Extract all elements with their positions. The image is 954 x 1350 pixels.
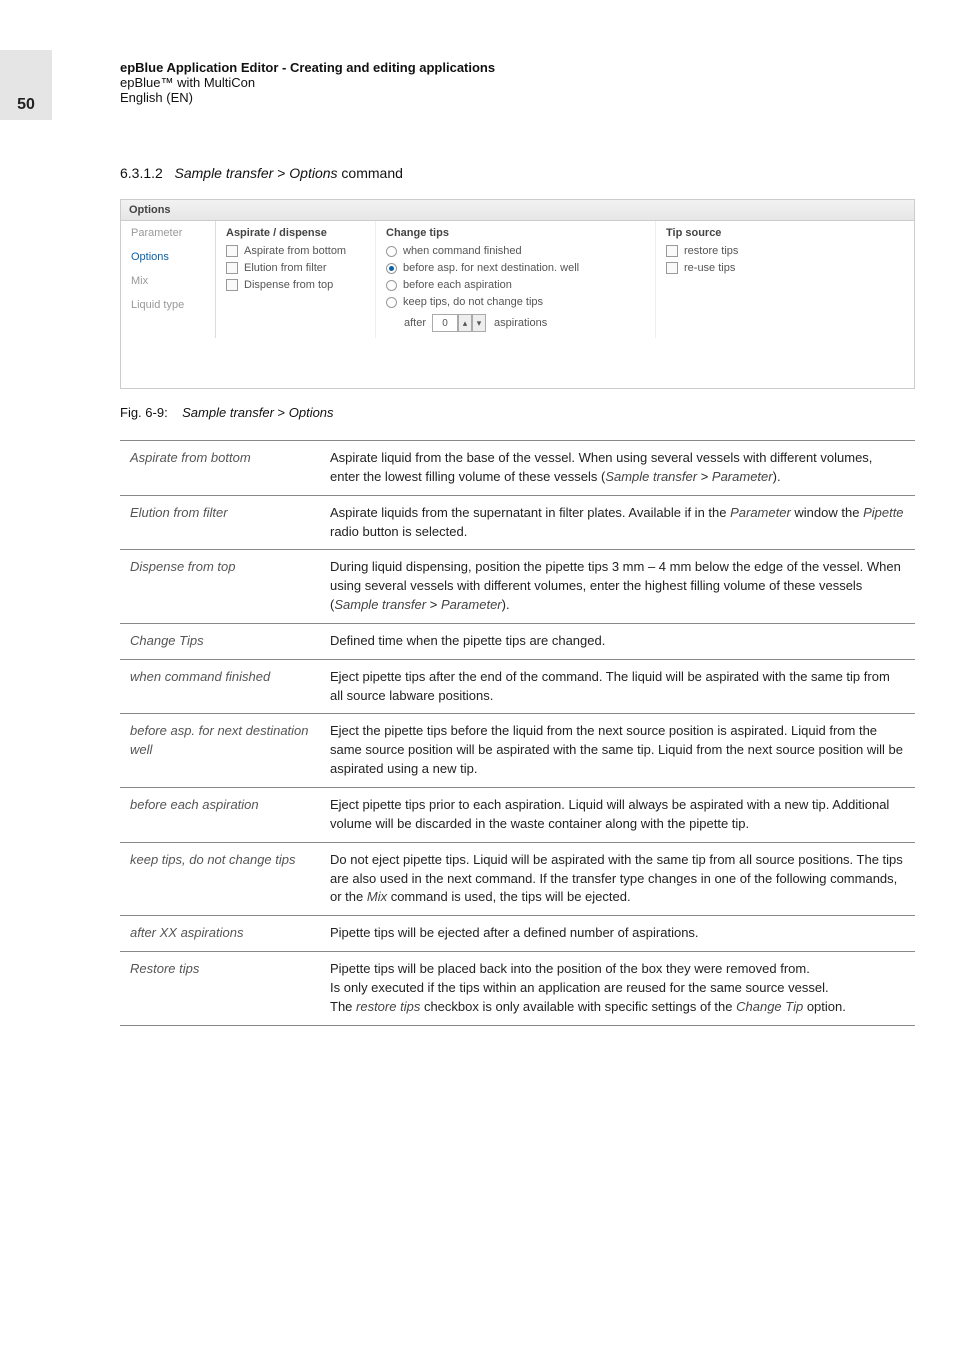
parameter-table: Aspirate from bottomAspirate liquid from… [120,440,915,1026]
section-title-part1: Sample transfer [175,165,274,181]
table-cell-right: Do not eject pipette tips. Liquid will b… [320,842,915,916]
change-tips-header: Change tips [386,227,645,239]
reuse-tips-checkbox[interactable] [666,262,678,274]
elution-from-filter-checkbox[interactable] [226,262,238,274]
tab-options[interactable]: Options [121,245,215,269]
table-cell-right: Pipette tips will be placed back into th… [320,952,915,1026]
keep-tips-radio[interactable] [386,297,397,308]
spinner-up-button[interactable]: ▴ [458,314,472,332]
table-row: Restore tipsPipette tips will be placed … [120,952,915,1026]
tip-source-column: Tip source restore tips re-use tips [656,221,796,338]
table-row: before each aspirationEject pipette tips… [120,787,915,842]
tip-source-header: Tip source [666,227,786,239]
spinner-down-button[interactable]: ▾ [472,314,486,332]
before-asp-next-dest-label: before asp. for next destination. well [403,262,579,274]
table-cell-left: before each aspiration [120,787,320,842]
table-cell-left: before asp. for next destination well [120,714,320,788]
header-subtitle: epBlue™ with MultiCon [120,75,889,90]
aspirate-from-bottom-checkbox[interactable] [226,245,238,257]
table-row: Change TipsDefined time when the pipette… [120,623,915,659]
table-cell-left: Change Tips [120,623,320,659]
tab-parameter[interactable]: Parameter [121,221,215,245]
when-command-finished-label: when command finished [403,245,522,257]
table-cell-right: Defined time when the pipette tips are c… [320,623,915,659]
when-command-finished-radio[interactable] [386,246,397,257]
table-row: after XX aspirationsPipette tips will be… [120,916,915,952]
after-aspirations-row: after 0 ▴ ▾ aspirations [404,314,645,332]
table-cell-right: Pipette tips will be ejected after a def… [320,916,915,952]
before-each-aspiration-radio[interactable] [386,280,397,291]
page-number: 50 [17,96,35,114]
table-cell-right: Eject the pipette tips before the liquid… [320,714,915,788]
table-cell-right: During liquid dispensing, position the p… [320,550,915,624]
section-title-suffix: command [338,165,403,181]
tab-liquid-type[interactable]: Liquid type [121,293,215,317]
section-title-sep: > [273,165,289,181]
table-row: Aspirate from bottomAspirate liquid from… [120,441,915,496]
section-title-part2: Options [289,165,337,181]
reuse-tips-row[interactable]: re-use tips [666,262,786,274]
before-asp-next-dest-row[interactable]: before asp. for next destination. well [386,262,645,274]
options-panel-title: Options [121,200,914,221]
table-cell-left: when command finished [120,659,320,714]
options-panel: Options Parameter Options Mix Liquid typ… [120,199,915,389]
aspirate-from-bottom-label: Aspirate from bottom [244,245,346,257]
dispense-from-top-label: Dispense from top [244,279,333,291]
table-row: Elution from filterAspirate liquids from… [120,495,915,550]
table-cell-left: after XX aspirations [120,916,320,952]
table-cell-left: Restore tips [120,952,320,1026]
table-cell-right: Aspirate liquids from the supernatant in… [320,495,915,550]
page-number-bar: 50 [0,50,52,120]
keep-tips-row[interactable]: keep tips, do not change tips [386,296,645,308]
after-value[interactable]: 0 [432,314,458,332]
table-row: when command finishedEject pipette tips … [120,659,915,714]
figure-label: Fig. 6-9: [120,405,168,420]
aspirate-dispense-header: Aspirate / dispense [226,227,365,239]
dispense-from-top-checkbox[interactable] [226,279,238,291]
elution-from-filter-row[interactable]: Elution from filter [226,262,365,274]
figure-caption: Fig. 6-9: Sample transfer > Options [120,405,889,420]
tab-mix[interactable]: Mix [121,269,215,293]
table-cell-left: keep tips, do not change tips [120,842,320,916]
aspirate-from-bottom-row[interactable]: Aspirate from bottom [226,245,365,257]
before-each-aspiration-row[interactable]: before each aspiration [386,279,645,291]
keep-tips-label: keep tips, do not change tips [403,296,543,308]
figure-caption-sep: > [274,405,289,420]
page-header: epBlue Application Editor - Creating and… [120,60,889,105]
elution-from-filter-label: Elution from filter [244,262,327,274]
table-row: keep tips, do not change tipsDo not ejec… [120,842,915,916]
before-asp-next-dest-radio[interactable] [386,263,397,274]
table-cell-left: Aspirate from bottom [120,441,320,496]
header-title: epBlue Application Editor - Creating and… [120,60,889,75]
section-heading: 6.3.1.2 Sample transfer > Options comman… [120,165,889,181]
figure-caption-part2: Options [289,405,334,420]
table-row: Dispense from topDuring liquid dispensin… [120,550,915,624]
before-each-aspiration-label: before each aspiration [403,279,512,291]
aspirate-dispense-column: Aspirate / dispense Aspirate from bottom… [216,221,376,338]
header-language: English (EN) [120,90,889,105]
dispense-from-top-row[interactable]: Dispense from top [226,279,365,291]
table-cell-left: Elution from filter [120,495,320,550]
table-cell-right: Aspirate liquid from the base of the ves… [320,441,915,496]
restore-tips-row[interactable]: restore tips [666,245,786,257]
aspirations-label: aspirations [494,317,547,329]
reuse-tips-label: re-use tips [684,262,735,274]
section-number: 6.3.1.2 [120,165,163,181]
after-label: after [404,317,426,329]
restore-tips-label: restore tips [684,245,738,257]
tab-list: Parameter Options Mix Liquid type [121,221,216,338]
table-cell-left: Dispense from top [120,550,320,624]
when-command-finished-row[interactable]: when command finished [386,245,645,257]
table-row: before asp. for next destination wellEje… [120,714,915,788]
restore-tips-checkbox[interactable] [666,245,678,257]
figure-caption-part1: Sample transfer [182,405,274,420]
table-cell-right: Eject pipette tips prior to each aspirat… [320,787,915,842]
table-cell-right: Eject pipette tips after the end of the … [320,659,915,714]
change-tips-column: Change tips when command finished before… [376,221,656,338]
